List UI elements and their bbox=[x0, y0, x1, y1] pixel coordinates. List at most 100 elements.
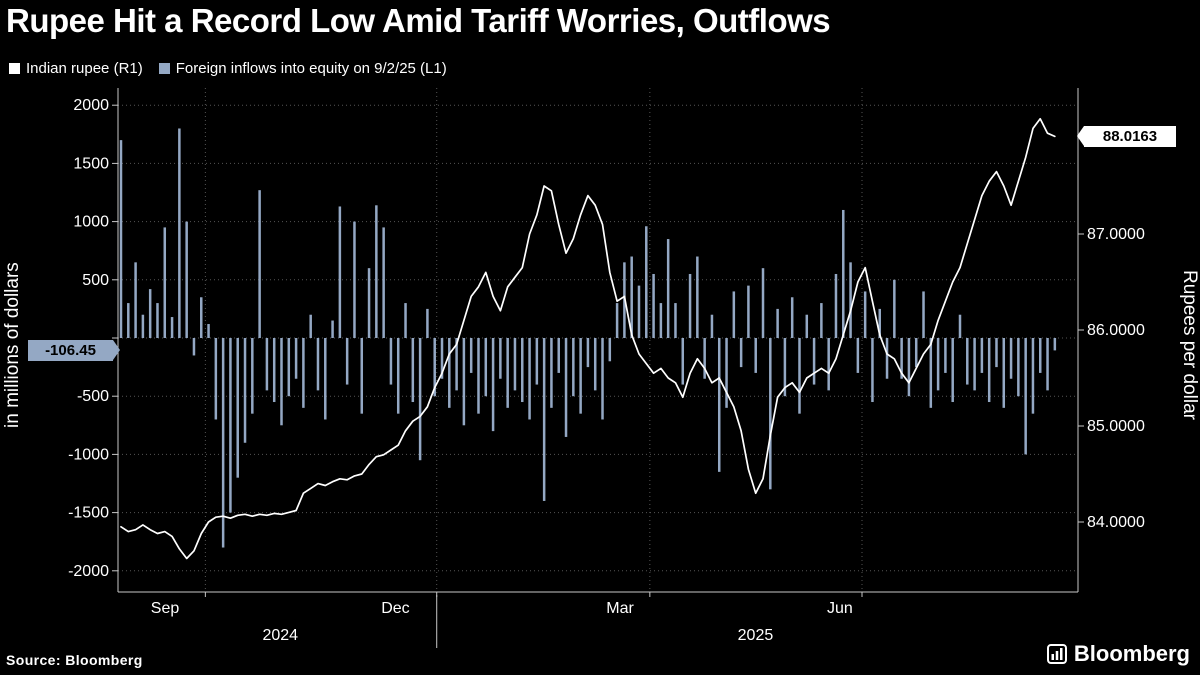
left-axis-title: in millions of dollars bbox=[2, 262, 23, 428]
inflow-bar bbox=[688, 273, 692, 338]
inflow-bar bbox=[608, 338, 612, 362]
inflow-bar bbox=[790, 297, 794, 338]
inflow-bar bbox=[367, 268, 371, 338]
inflow-bar bbox=[192, 338, 196, 356]
left-axis-badge: -106.45 bbox=[28, 340, 120, 361]
inflow-bar bbox=[586, 338, 590, 368]
inflow-bar bbox=[360, 338, 364, 414]
inflow-bar bbox=[878, 308, 881, 338]
inflow-bar bbox=[1031, 338, 1035, 414]
inflow-bar bbox=[914, 338, 918, 368]
inflow-bar bbox=[280, 338, 283, 426]
inflow-bar bbox=[681, 338, 685, 385]
inflow-bar bbox=[659, 303, 663, 338]
inflow-bar bbox=[739, 338, 743, 368]
inflow-bar bbox=[564, 338, 568, 437]
inflow-bar bbox=[550, 338, 553, 408]
inflow-bar bbox=[601, 338, 604, 420]
chart-title: Rupee Hit a Record Low Amid Tariff Worri… bbox=[6, 2, 831, 39]
inflow-bar bbox=[652, 273, 655, 338]
inflow-bar bbox=[1046, 338, 1049, 391]
inflow-bar bbox=[331, 320, 334, 338]
inflow-bar bbox=[200, 297, 203, 338]
inflow-bar bbox=[491, 338, 495, 432]
legend-swatch-rupee bbox=[9, 63, 20, 74]
axis-tick-label: Mar bbox=[606, 600, 634, 617]
axis-tick-label: -500 bbox=[77, 388, 109, 405]
inflow-bar bbox=[353, 221, 356, 338]
inflow-bar bbox=[316, 338, 320, 391]
inflow-bar bbox=[178, 128, 181, 338]
inflow-bar bbox=[521, 338, 524, 403]
inflow-bar bbox=[987, 338, 991, 403]
inflow-bar bbox=[820, 303, 823, 338]
axis-tick-label: Dec bbox=[381, 600, 409, 617]
legend: Indian rupee (R1) Foreign inflows into e… bbox=[9, 60, 463, 77]
inflow-bar bbox=[513, 338, 517, 391]
inflow-bar bbox=[1002, 338, 1006, 408]
axis-tick-label: 1500 bbox=[73, 155, 109, 172]
inflow-bar bbox=[375, 205, 378, 338]
inflow-bar bbox=[849, 262, 852, 338]
inflow-bar bbox=[871, 338, 874, 403]
inflow-bar bbox=[995, 338, 998, 368]
inflow-bar bbox=[418, 338, 422, 461]
axis-tick-label: Jun bbox=[827, 600, 853, 617]
axis-tick-label: 87.0000 bbox=[1087, 226, 1145, 243]
inflow-bar bbox=[302, 338, 305, 408]
legend-label-inflows: Foreign inflows into equity on 9/2/25 (L… bbox=[175, 60, 447, 77]
inflow-bar bbox=[936, 338, 940, 391]
inflow-bar bbox=[272, 338, 276, 403]
inflow-bar bbox=[535, 338, 539, 385]
source-text: Source: Bloomberg bbox=[6, 652, 143, 668]
inflow-bar bbox=[1039, 338, 1042, 373]
rupee-line-series bbox=[120, 117, 1056, 560]
legend-item-rupee[interactable]: Indian rupee (R1) bbox=[9, 60, 143, 77]
inflow-bar bbox=[396, 338, 400, 414]
inflow-bar bbox=[170, 317, 174, 338]
axis-tick-label: -2000 bbox=[68, 563, 109, 580]
bloomberg-logo-text: Bloomberg bbox=[1073, 641, 1190, 666]
inflow-bar bbox=[243, 338, 247, 443]
inflow-bar bbox=[221, 338, 225, 548]
inflow-bar bbox=[455, 338, 458, 391]
legend-item-inflows[interactable]: Foreign inflows into equity on 9/2/25 (L… bbox=[158, 60, 447, 77]
inflow-bar bbox=[754, 338, 757, 373]
inflow-bar bbox=[557, 338, 560, 373]
inflow-bar bbox=[769, 338, 772, 490]
inflow-bar bbox=[426, 308, 429, 338]
inflow-bar bbox=[1009, 338, 1013, 379]
inflow-bar bbox=[966, 338, 969, 385]
inflow-bar bbox=[528, 338, 531, 420]
axis-tick-label: Sep bbox=[151, 600, 180, 617]
inflow-bar bbox=[725, 338, 728, 408]
inflow-bar bbox=[674, 303, 677, 338]
axis-tick-label: 2024 bbox=[262, 627, 298, 644]
inflow-bar bbox=[309, 314, 312, 338]
inflow-bar bbox=[783, 338, 787, 397]
inflow-bar bbox=[440, 338, 444, 379]
inflow-bar bbox=[732, 291, 736, 338]
inflow-bar bbox=[842, 209, 845, 338]
inflow-bar bbox=[922, 291, 925, 338]
inflow-bar bbox=[958, 314, 962, 338]
inflow-bar bbox=[542, 338, 546, 501]
bloomberg-logo-icon bbox=[1046, 644, 1067, 664]
inflow-bar bbox=[411, 338, 415, 403]
bloomberg-logo: Bloomberg bbox=[1046, 641, 1190, 667]
inflow-bar bbox=[1017, 338, 1020, 397]
inflow-bar bbox=[572, 338, 575, 397]
inflow-bar bbox=[382, 227, 385, 338]
inflow-bar bbox=[812, 338, 816, 385]
inflow-bar bbox=[484, 338, 488, 397]
rupee-line bbox=[120, 117, 1056, 560]
inflow-bar bbox=[258, 190, 261, 338]
inflow-bar bbox=[666, 239, 670, 338]
inflow-bar bbox=[834, 273, 838, 338]
inflow-bar bbox=[900, 338, 903, 379]
right-axis-title: Rupees per dollar bbox=[1179, 270, 1200, 420]
inflow-bar bbox=[294, 338, 298, 379]
inflow-bar bbox=[462, 338, 466, 426]
inflow-bar bbox=[1053, 338, 1057, 351]
